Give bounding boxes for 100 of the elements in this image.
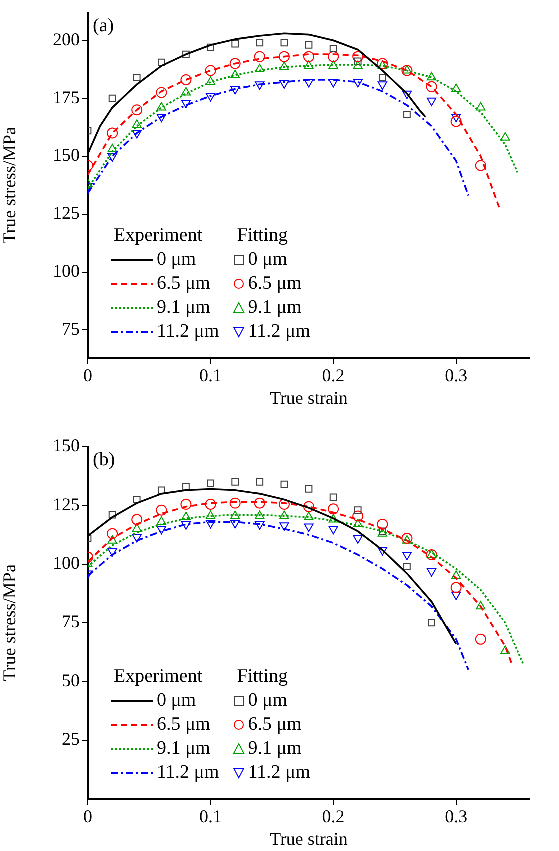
point (278, 51, 290, 62)
legend-label: 6.5 μm (157, 713, 210, 737)
point (132, 524, 142, 532)
y-axis-title: True stress/MPa (0, 126, 20, 244)
point (158, 58, 166, 66)
legend-label: 6.5 μm (248, 272, 302, 296)
y-tick-label: 200 (53, 29, 80, 50)
point (256, 478, 264, 486)
point (206, 510, 216, 520)
point (205, 498, 216, 510)
point (133, 496, 141, 504)
chart-title: (b) (93, 449, 116, 470)
x-tick-label: 0 (84, 366, 92, 386)
y-tick-label: 175 (53, 87, 80, 108)
point (230, 510, 240, 520)
point (232, 40, 240, 48)
line-series (88, 521, 470, 671)
point (280, 39, 288, 47)
legend-label: 9.1 μm (248, 737, 302, 761)
point (108, 535, 118, 544)
x-tick-label: 0.3 (445, 366, 468, 386)
point (230, 86, 240, 95)
legend-label: 9.1 μm (248, 296, 302, 320)
point (402, 65, 413, 76)
point (158, 486, 166, 494)
legend-label: 6.5 μm (248, 713, 302, 737)
legend-label: 0 μm (248, 248, 288, 272)
y-tick-label: 25 (62, 729, 80, 750)
point (353, 79, 363, 88)
point (207, 44, 214, 52)
point (156, 87, 168, 98)
point (107, 128, 118, 139)
annotation: Fitting (236, 665, 289, 689)
point (304, 60, 314, 70)
point (108, 548, 118, 557)
point (450, 116, 462, 128)
legend-label: 0 μm (157, 248, 196, 272)
point (254, 51, 266, 62)
point (378, 74, 386, 82)
point (426, 98, 437, 106)
point (402, 552, 412, 560)
point (305, 42, 313, 49)
annotation: Experiment (113, 224, 204, 248)
point (132, 120, 142, 128)
point (230, 58, 241, 70)
point (181, 512, 192, 520)
point (230, 520, 240, 529)
point (280, 480, 288, 488)
point (426, 81, 438, 92)
point (255, 64, 265, 73)
legend-label: 0 μm (157, 689, 196, 713)
point (156, 102, 166, 111)
point (280, 522, 290, 532)
point (156, 516, 166, 526)
point (352, 510, 364, 522)
point (450, 582, 462, 594)
point (328, 526, 338, 535)
y-tick-label: 100 (53, 261, 80, 282)
point (206, 76, 216, 86)
point (328, 51, 340, 62)
y-axis-title: True stress/MPa (0, 564, 20, 682)
point (280, 80, 290, 89)
point (476, 102, 486, 111)
point (378, 82, 388, 90)
point (280, 510, 290, 520)
x-tick-label: 0 (84, 806, 92, 827)
point (352, 51, 364, 62)
point (428, 619, 436, 627)
y-tick-label: 50 (62, 670, 80, 690)
point (255, 510, 265, 520)
point (330, 45, 338, 52)
point (255, 82, 265, 90)
point (156, 504, 168, 516)
legend-label: 11.2 μm (248, 320, 311, 344)
point (426, 549, 438, 560)
point (330, 494, 338, 502)
point (353, 518, 363, 528)
point (304, 512, 314, 520)
point (476, 601, 486, 610)
point (500, 646, 510, 654)
point (108, 153, 118, 162)
point (205, 65, 216, 76)
point (475, 634, 486, 645)
point (132, 130, 142, 139)
point (181, 521, 192, 530)
y-tick-label: 100 (53, 553, 80, 574)
point (132, 104, 143, 116)
point (304, 501, 314, 512)
legend-label: 9.1 μm (157, 737, 210, 761)
point (402, 90, 412, 100)
point (207, 480, 214, 488)
point (108, 511, 116, 519)
point (328, 504, 340, 515)
x-axis-title: True strain (270, 828, 348, 849)
point (180, 498, 192, 510)
point (278, 498, 290, 510)
point (232, 478, 240, 486)
point (304, 524, 314, 532)
point (354, 58, 362, 66)
point (280, 62, 290, 70)
